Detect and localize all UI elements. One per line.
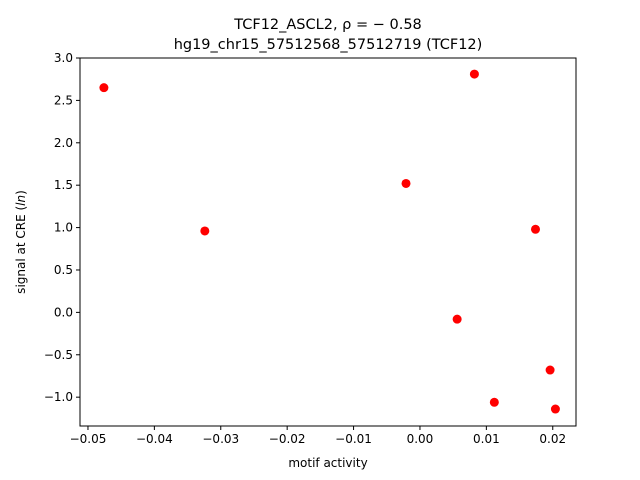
data-point-5	[530, 224, 540, 234]
chart-subtitle: hg19_chr15_57512568_57512719 (TCF12)	[174, 37, 483, 53]
data-point-6	[489, 397, 499, 407]
y-axis-label-suffix: )	[14, 190, 28, 195]
data-point-3	[469, 69, 479, 79]
y-tick-label-2: 0.0	[54, 305, 73, 319]
y-axis-label-italic: ln	[14, 195, 28, 206]
y-tick-label-7: 2.5	[54, 93, 73, 107]
y-tick-label-0: −1.0	[44, 390, 73, 404]
data-point-8	[550, 404, 560, 414]
x-tick-label-4: −0.01	[335, 432, 372, 446]
y-axis-label: signal at CRE (ln)	[14, 190, 28, 294]
data-point-0	[99, 83, 109, 93]
x-axis-label: motif activity	[288, 456, 367, 470]
x-tick-label-1: −0.04	[136, 432, 173, 446]
x-tick-label-6: 0.01	[473, 432, 500, 446]
x-axis-ticks: −0.05 −0.04 −0.03 −0.02 −0.01 0.00 0.01 0.02	[70, 426, 566, 446]
x-tick-label-2: −0.03	[202, 432, 239, 446]
y-tick-label-1: −0.5	[44, 348, 73, 362]
data-point-7	[545, 365, 555, 375]
plot-frame	[79, 57, 577, 427]
y-tick-label-6: 2.0	[54, 136, 73, 150]
y-axis-ticks: −1.0 −0.5 0.0 0.5 1.0 1.5 2.0 2.5 3.0	[44, 51, 80, 404]
x-tick-label-3: −0.02	[269, 432, 306, 446]
y-tick-label-5: 1.5	[54, 178, 73, 192]
y-tick-label-4: 1.0	[54, 221, 73, 235]
data-points	[99, 69, 560, 414]
chart-title: TCF12_ASCL2, ρ = − 0.58	[233, 17, 422, 33]
x-tick-label-0: −0.05	[70, 432, 107, 446]
data-point-4	[452, 314, 462, 324]
y-tick-label-8: 3.0	[54, 51, 73, 65]
data-point-1	[200, 226, 210, 236]
y-axis-label-prefix: signal at CRE (	[14, 206, 28, 294]
y-tick-label-3: 0.5	[54, 263, 73, 277]
x-tick-label-5: 0.00	[407, 432, 434, 446]
data-point-2	[401, 178, 411, 188]
x-tick-label-7: 0.02	[539, 432, 566, 446]
